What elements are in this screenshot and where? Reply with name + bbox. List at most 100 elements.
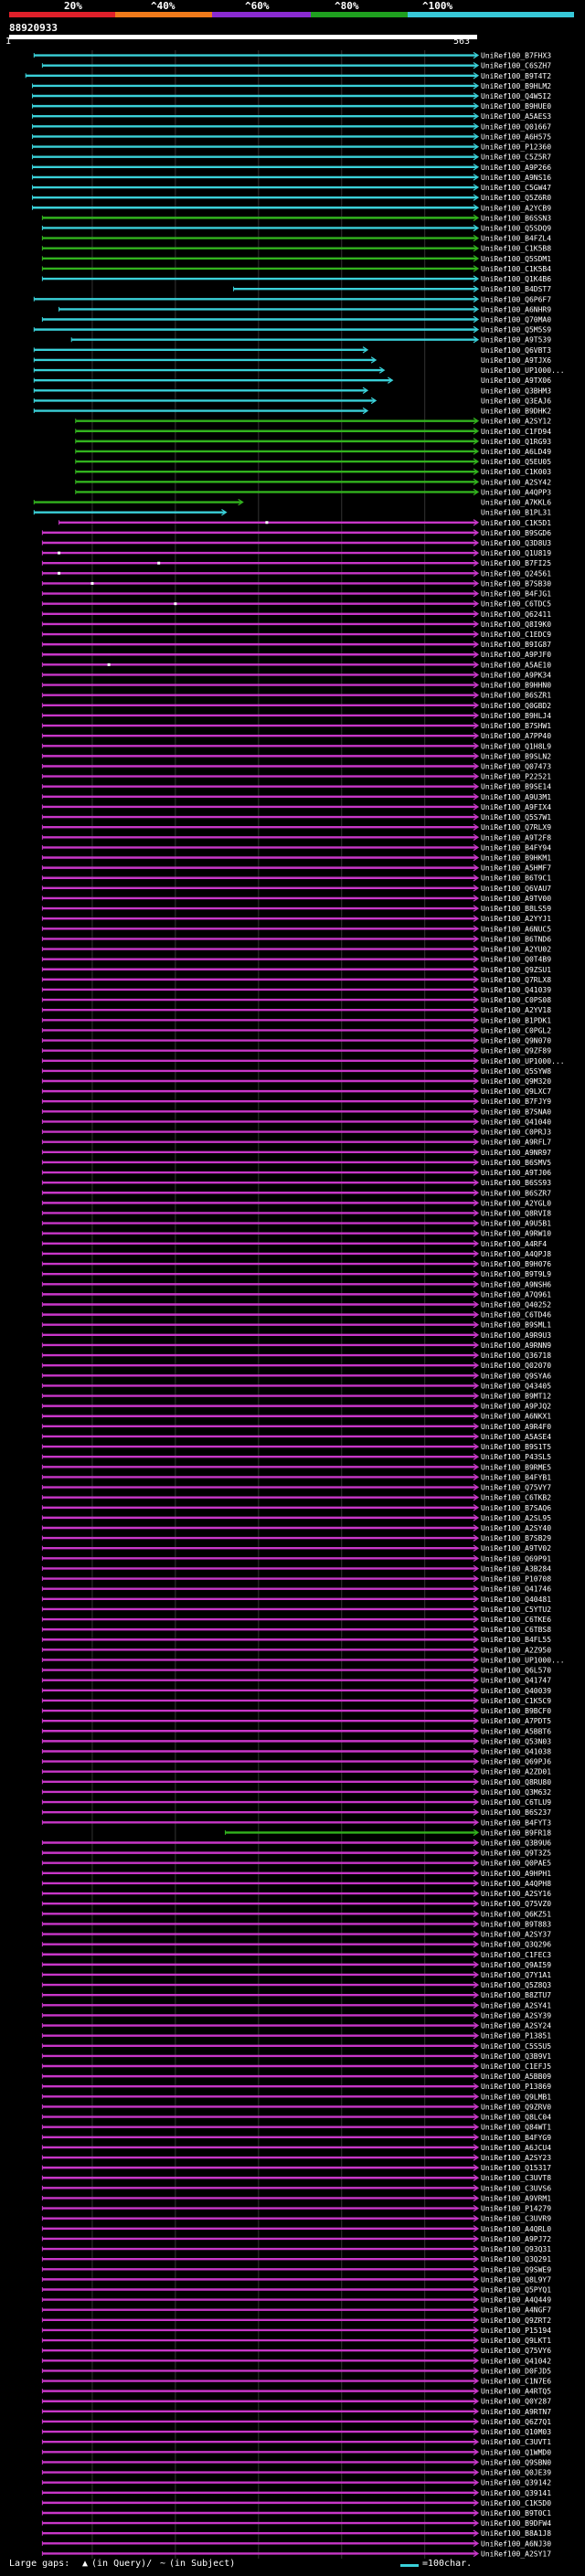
hit-label[interactable]: UniRef100_A9RTN7 bbox=[481, 2408, 551, 2416]
hit-label[interactable]: UniRef100_B6S237 bbox=[481, 1808, 551, 1817]
hit-row[interactable]: UniRef100_Q6KZ51 bbox=[41, 1910, 551, 1918]
hit-label[interactable]: UniRef100_A9TX06 bbox=[481, 376, 551, 385]
hit-row[interactable]: UniRef100_A6NKX1 bbox=[41, 1413, 551, 1421]
hit-label[interactable]: UniRef100_A2SY42 bbox=[481, 478, 551, 486]
hit-row[interactable]: UniRef100_Q07473 bbox=[41, 762, 551, 770]
hit-row[interactable]: UniRef100_B8LS59 bbox=[41, 905, 551, 913]
hit-label[interactable]: UniRef100_Q0JE39 bbox=[481, 2469, 551, 2477]
hit-row[interactable]: UniRef100_A4QPP3 bbox=[75, 488, 551, 496]
hit-row[interactable]: UniRef100_C6TKB2 bbox=[41, 1494, 551, 1502]
hit-label[interactable]: UniRef100_A9PJF0 bbox=[481, 651, 551, 659]
hit-label[interactable]: UniRef100_B9S1T5 bbox=[481, 1443, 551, 1451]
hit-label[interactable]: UniRef100_B6SSN3 bbox=[481, 214, 551, 222]
hit-label[interactable]: UniRef100_A9TV02 bbox=[481, 1544, 551, 1553]
hit-row[interactable]: UniRef100_Q8L9Y7 bbox=[41, 2275, 551, 2284]
hit-label[interactable]: UniRef100_B9DHK2 bbox=[481, 408, 551, 416]
hit-label[interactable]: UniRef100_B9HKM1 bbox=[481, 854, 551, 863]
hit-row[interactable]: UniRef100_C1EDC9 bbox=[41, 631, 551, 639]
hit-label[interactable]: UniRef100_B1PDK1 bbox=[481, 1016, 551, 1024]
hit-row[interactable]: UniRef100_Q5SDQ9 bbox=[41, 224, 551, 232]
hit-label[interactable]: UniRef100_A4RTQ5 bbox=[481, 2388, 551, 2396]
hit-label[interactable]: UniRef100_C6TDC5 bbox=[481, 600, 551, 609]
hit-row[interactable]: UniRef100_Q9T3Z5 bbox=[41, 1850, 551, 1858]
hit-row[interactable]: UniRef100_UP1000... bbox=[33, 366, 565, 375]
hit-label[interactable]: UniRef100_A7PDT5 bbox=[481, 1717, 551, 1725]
hit-row[interactable]: UniRef100_B9SML1 bbox=[41, 1321, 551, 1330]
hit-label[interactable]: UniRef100_Q3D8U3 bbox=[481, 539, 551, 547]
hit-label[interactable]: UniRef100_C0PS08 bbox=[481, 996, 551, 1004]
hit-row[interactable]: UniRef100_A5BB09 bbox=[41, 2072, 551, 2081]
hit-row[interactable]: UniRef100_Q6VAU7 bbox=[41, 885, 551, 893]
hit-row[interactable]: UniRef100_Q1RG93 bbox=[75, 438, 551, 446]
hit-row[interactable]: UniRef100_A9PJF0 bbox=[41, 651, 551, 659]
hit-row[interactable]: UniRef100_B9MT12 bbox=[41, 1393, 551, 1401]
hit-label[interactable]: UniRef100_A2YYJ1 bbox=[481, 915, 551, 923]
hit-label[interactable]: UniRef100_B6SZR7 bbox=[481, 1189, 551, 1197]
hit-label[interactable]: UniRef100_A9RNN9 bbox=[481, 1341, 551, 1350]
hit-row[interactable]: UniRef100_C1FEC3 bbox=[41, 1951, 551, 1959]
hit-row[interactable]: UniRef100_Q6P6F7 bbox=[33, 295, 551, 303]
hit-label[interactable]: UniRef100_B4FZL4 bbox=[481, 235, 551, 243]
hit-label[interactable]: UniRef100_B9FR18 bbox=[481, 1829, 551, 1837]
hit-label[interactable]: UniRef100_C6TKE6 bbox=[481, 1616, 551, 1624]
hit-row[interactable]: UniRef100_Q1H8L9 bbox=[41, 742, 551, 750]
hit-label[interactable]: UniRef100_A9R9U3 bbox=[481, 1331, 551, 1340]
hit-row[interactable]: UniRef100_B8ZTU7 bbox=[41, 1991, 551, 1999]
hit-label[interactable]: UniRef100_C1K5C9 bbox=[481, 1697, 551, 1705]
hit-label[interactable]: UniRef100_B9RME5 bbox=[481, 1463, 551, 1471]
hit-row[interactable]: UniRef100_B9HUE0 bbox=[31, 102, 551, 111]
hit-label[interactable]: UniRef100_Q9M320 bbox=[481, 1077, 551, 1086]
hit-row[interactable]: UniRef100_A9R4F0 bbox=[41, 1423, 551, 1431]
hit-row[interactable]: UniRef100_B9SLN2 bbox=[41, 752, 551, 760]
hit-label[interactable]: UniRef100_A5BBT6 bbox=[481, 1727, 551, 1735]
hit-label[interactable]: UniRef100_A3B284 bbox=[481, 1564, 551, 1573]
hit-row[interactable]: UniRef100_A9HPH1 bbox=[41, 1870, 551, 1878]
hit-label[interactable]: UniRef100_Q1K4B6 bbox=[481, 275, 551, 283]
hit-label[interactable]: UniRef100_Q7RLX9 bbox=[481, 823, 551, 832]
hit-row[interactable]: UniRef100_Q5M5S9 bbox=[33, 326, 551, 334]
hit-label[interactable]: UniRef100_B1PL31 bbox=[481, 509, 551, 517]
hit-row[interactable]: UniRef100_B9BCF0 bbox=[41, 1707, 551, 1715]
hit-row[interactable]: UniRef100_A5HMF7 bbox=[41, 864, 551, 873]
hit-label[interactable]: UniRef100_B8A1J8 bbox=[481, 2529, 551, 2538]
hit-label[interactable]: UniRef100_Q39141 bbox=[481, 2489, 551, 2497]
hit-row[interactable]: UniRef100_P15194 bbox=[41, 2327, 551, 2335]
hit-label[interactable]: UniRef100_A2SL95 bbox=[481, 1514, 551, 1522]
hit-label[interactable]: UniRef100_B6T9C1 bbox=[481, 875, 551, 883]
hit-row[interactable]: UniRef100_A4Q449 bbox=[41, 2296, 551, 2305]
hit-row[interactable]: UniRef100_Q9LKT1 bbox=[41, 2337, 551, 2345]
hit-label[interactable]: UniRef100_A9R4F0 bbox=[481, 1423, 551, 1431]
hit-row[interactable]: UniRef100_B7SAQ6 bbox=[41, 1504, 551, 1512]
hit-label[interactable]: UniRef100_P12360 bbox=[481, 143, 551, 152]
hit-label[interactable]: UniRef100_Q75VZ0 bbox=[481, 1900, 551, 1908]
hit-label[interactable]: UniRef100_B4FYB1 bbox=[481, 1473, 551, 1481]
hit-label[interactable]: UniRef100_Q43405 bbox=[481, 1382, 551, 1390]
hit-label[interactable]: UniRef100_Q3B9V1 bbox=[481, 2052, 551, 2061]
hit-label[interactable]: UniRef100_B9T9L9 bbox=[481, 1270, 551, 1278]
hit-label[interactable]: UniRef100_P14279 bbox=[481, 2205, 551, 2213]
hit-row[interactable]: UniRef100_A9U3M1 bbox=[41, 793, 551, 801]
hit-label[interactable]: UniRef100_Q41039 bbox=[481, 986, 551, 994]
hit-row[interactable]: UniRef100_A2YYJ1 bbox=[41, 915, 551, 923]
hit-label[interactable]: UniRef100_A4NGF7 bbox=[481, 2306, 551, 2315]
hit-label[interactable]: UniRef100_A2SY37 bbox=[481, 1931, 551, 1939]
hit-row[interactable]: UniRef100_A6JCU4 bbox=[41, 2144, 551, 2152]
hit-label[interactable]: UniRef100_Q9SWE9 bbox=[481, 2265, 551, 2274]
hit-label[interactable]: UniRef100_A9NSH6 bbox=[481, 1280, 551, 1288]
hit-label[interactable]: UniRef100_A7Q961 bbox=[481, 1290, 551, 1299]
hit-label[interactable]: UniRef100_A4QPJ8 bbox=[481, 1250, 551, 1258]
hit-row[interactable]: UniRef100_Q5PYQ1 bbox=[41, 2285, 551, 2294]
hit-label[interactable]: UniRef100_C1K5D1 bbox=[481, 519, 551, 527]
hit-row[interactable]: UniRef100_Q93Q31 bbox=[41, 2245, 551, 2253]
hit-row[interactable]: UniRef100_B7SB30 bbox=[41, 579, 551, 588]
hit-label[interactable]: UniRef100_Q5SDQ9 bbox=[481, 224, 551, 232]
hit-label[interactable]: UniRef100_C6TLU9 bbox=[481, 1798, 551, 1807]
hit-label[interactable]: UniRef100_A9U3M1 bbox=[481, 793, 551, 801]
hit-label[interactable]: UniRef100_B4FY94 bbox=[481, 843, 551, 852]
hit-label[interactable]: UniRef100_Q24561 bbox=[481, 569, 551, 578]
hit-row[interactable]: UniRef100_C6SZH7 bbox=[41, 62, 551, 70]
hit-row[interactable]: UniRef100_Q41038 bbox=[41, 1747, 551, 1755]
hit-label[interactable]: UniRef100_C1N7E6 bbox=[481, 2378, 551, 2386]
hit-label[interactable]: UniRef100_C1K003 bbox=[481, 468, 551, 476]
hit-row[interactable]: UniRef100_Q3D8U3 bbox=[41, 539, 551, 547]
